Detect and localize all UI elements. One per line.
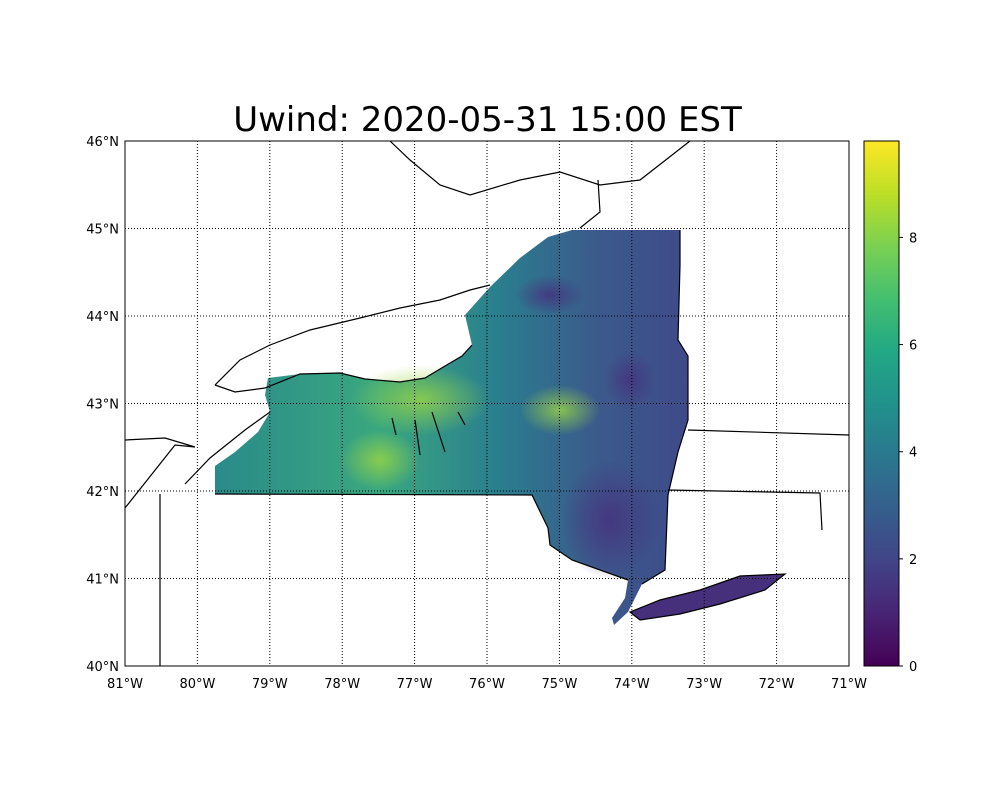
colorbar-tick-label: 4 bbox=[909, 446, 917, 461]
x-tick-label: 73°W bbox=[686, 677, 722, 692]
colorbar-tick-label: 8 bbox=[909, 231, 917, 246]
cold-region bbox=[560, 460, 660, 580]
coastlines bbox=[125, 141, 849, 666]
x-tick-label: 76°W bbox=[469, 677, 505, 692]
x-tick-label: 72°W bbox=[759, 677, 795, 692]
finger-lakes bbox=[391, 411, 466, 456]
x-tick-label: 71°W bbox=[831, 677, 867, 692]
x-axis-ticks: 81°W 80°W 79°W 78°W 77°W 76°W 75°W 74°W 73°W 72°W… bbox=[107, 677, 867, 692]
y-tick-label: 44°N bbox=[86, 310, 119, 325]
colorbar-tick-label: 2 bbox=[909, 553, 917, 568]
colorbar-tick-label: 6 bbox=[909, 339, 917, 354]
ny-heatmap bbox=[215, 230, 785, 625]
colorbar bbox=[863, 140, 900, 667]
y-tick-label: 43°N bbox=[86, 398, 119, 413]
cold-region bbox=[605, 350, 655, 410]
x-tick-label: 80°W bbox=[179, 677, 215, 692]
map-frame bbox=[124, 140, 850, 667]
y-tick-label: 40°N bbox=[86, 660, 119, 675]
x-tick-label: 81°W bbox=[107, 677, 143, 692]
st-lawrence-river bbox=[389, 141, 691, 196]
x-tick-label: 79°W bbox=[252, 677, 288, 692]
y-tick-label: 45°N bbox=[86, 223, 119, 238]
y-tick-label: 41°N bbox=[86, 573, 119, 588]
hot-region bbox=[350, 365, 490, 435]
map-title: Uwind: 2020-05-31 15:00 EST bbox=[233, 100, 742, 140]
x-tick-label: 74°W bbox=[614, 677, 650, 692]
x-tick-label: 77°W bbox=[397, 677, 433, 692]
hot-region bbox=[520, 385, 600, 435]
y-axis-ticks: 40°N 41°N 42°N 43°N 44°N 45°N 46°N bbox=[86, 135, 119, 675]
hot-region bbox=[340, 430, 420, 490]
colorbar-ticks: 0 2 4 6 8 bbox=[899, 231, 917, 675]
y-tick-label: 46°N bbox=[86, 135, 119, 150]
ny-border bbox=[159, 179, 849, 666]
cold-region bbox=[515, 275, 585, 315]
colorbar-tick-label: 0 bbox=[909, 660, 917, 675]
y-tick-label: 42°N bbox=[86, 485, 119, 500]
lake-ontario-shore bbox=[214, 284, 491, 393]
gridlines bbox=[125, 141, 849, 666]
x-tick-label: 75°W bbox=[541, 677, 577, 692]
x-tick-label: 78°W bbox=[324, 677, 360, 692]
long-island-field bbox=[630, 574, 785, 620]
